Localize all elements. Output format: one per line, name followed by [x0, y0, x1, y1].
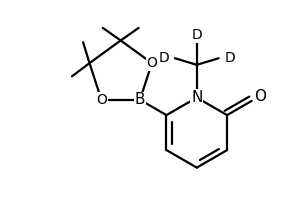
Text: O: O	[146, 56, 157, 70]
Text: B: B	[135, 92, 145, 107]
Text: D: D	[224, 51, 235, 65]
Text: D: D	[159, 51, 169, 65]
Text: D: D	[192, 28, 202, 42]
Text: N: N	[191, 90, 203, 105]
Text: O: O	[96, 93, 107, 107]
Text: O: O	[254, 89, 266, 104]
